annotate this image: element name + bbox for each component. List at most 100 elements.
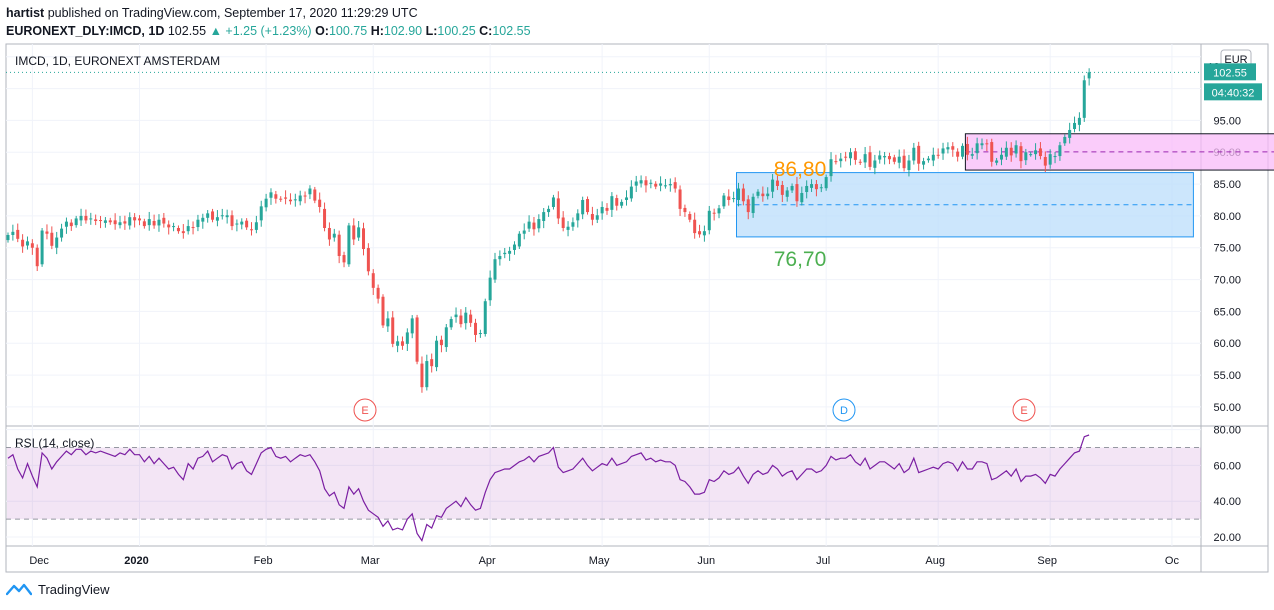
countdown-label: 04:40:32 <box>1212 87 1255 99</box>
candle-body <box>624 197 628 200</box>
countdown-tag <box>1204 83 1262 101</box>
candle-body <box>459 315 463 325</box>
candle-body <box>405 332 409 344</box>
candle-body <box>323 208 327 228</box>
candle-body <box>615 198 619 206</box>
candle-body <box>172 226 176 228</box>
candle-body <box>435 340 439 368</box>
last-price-tag <box>1204 63 1256 81</box>
candle-body <box>79 215 83 221</box>
low-value: 100.25 <box>437 24 476 38</box>
price-axis-label: 70.00 <box>1213 275 1241 287</box>
tradingview-branding[interactable]: TradingView <box>6 582 110 597</box>
candle-body <box>819 187 823 189</box>
change-value: +1.25 (+1.23%) <box>225 24 312 38</box>
rsi-title: RSI (14, close) <box>15 436 94 450</box>
candle-body <box>649 182 653 184</box>
candle-body <box>766 193 770 197</box>
candle-body <box>337 234 341 257</box>
candle-body <box>897 156 901 163</box>
candle-body <box>556 198 560 219</box>
candle-body <box>196 219 200 228</box>
candle-body <box>551 197 555 207</box>
candle-body <box>1087 72 1091 79</box>
candle-body <box>478 333 482 335</box>
candle-body <box>1024 152 1028 161</box>
candle-body <box>907 160 911 171</box>
time-axis-label: Oc <box>1165 555 1180 567</box>
candle-body <box>922 161 926 165</box>
candle-body <box>600 206 604 214</box>
published-text: published on TradingView.com, September … <box>47 6 418 20</box>
candle-body <box>946 147 950 150</box>
candle-body <box>537 219 541 229</box>
candle-body <box>293 199 297 201</box>
candle-body <box>342 255 346 263</box>
candle-body <box>824 177 828 189</box>
candle-body <box>995 160 999 163</box>
candle-body <box>113 220 117 225</box>
candle-body <box>235 223 239 225</box>
event-marker-icon <box>353 398 377 422</box>
candle-body <box>853 151 857 160</box>
chart-title: IMCD, 1D, EURONEXT AMSTERDAM <box>15 54 220 68</box>
candle-body <box>415 317 419 362</box>
candle-body <box>639 180 643 184</box>
time-axis-label: Sep <box>1037 555 1057 567</box>
candle-body <box>931 154 935 161</box>
candle-body <box>1053 156 1057 158</box>
symbol-label[interactable]: EURONEXT_DLY:IMCD, 1D <box>6 24 165 38</box>
candle-body <box>176 227 180 232</box>
candle-body <box>1004 147 1008 157</box>
candle-body <box>152 220 156 226</box>
event-marker-label: E <box>1020 405 1027 417</box>
candle-body <box>108 220 112 223</box>
price-axis-label: 85.00 <box>1213 179 1241 191</box>
rsi-line <box>7 434 1090 542</box>
time-axis-label: 2020 <box>124 555 148 567</box>
candle-body <box>678 189 682 209</box>
candle-body <box>849 152 853 159</box>
candle-body <box>810 184 814 188</box>
candle-body <box>6 235 10 241</box>
candle-body <box>206 213 210 218</box>
candle-body <box>103 220 107 223</box>
candle-body <box>698 231 702 235</box>
candle-body <box>771 179 775 192</box>
last-price-tag-label: 102.55 <box>1213 67 1247 79</box>
candle-body <box>318 199 322 207</box>
candle-body <box>644 180 648 186</box>
candle-body <box>595 215 599 220</box>
candle-body <box>64 221 68 227</box>
candle-body <box>702 231 706 236</box>
candle-body <box>371 273 375 288</box>
candle-body <box>805 185 809 193</box>
low-label: L: <box>425 24 438 38</box>
candle-body <box>814 184 818 190</box>
candle-body <box>834 161 838 163</box>
candle-body <box>751 196 755 214</box>
candle-body <box>566 226 570 230</box>
author-name[interactable]: hartist <box>6 6 45 20</box>
candle-body <box>60 228 64 238</box>
candle-body <box>873 160 877 168</box>
candle-body <box>829 159 833 177</box>
candle-body <box>211 211 215 220</box>
candle-body <box>118 222 122 226</box>
time-axis-label: Jul <box>816 555 830 567</box>
triangle-up-icon: ▲ <box>209 24 222 38</box>
candle-body <box>94 219 98 221</box>
candle-body <box>284 197 288 199</box>
candle-body <box>1038 148 1042 157</box>
candle-body <box>508 250 512 254</box>
currency-label: EUR <box>1224 54 1247 66</box>
candle-body <box>795 184 799 202</box>
symbol-ohlc-line: EURONEXT_DLY:IMCD, 1D 102.55 ▲ +1.25 (+1… <box>6 22 531 40</box>
candle-body <box>303 195 307 197</box>
candle-body <box>586 199 590 213</box>
candle-body <box>269 192 273 198</box>
candle-body <box>215 217 219 221</box>
candle-body <box>800 192 804 203</box>
candle-body <box>142 221 146 227</box>
